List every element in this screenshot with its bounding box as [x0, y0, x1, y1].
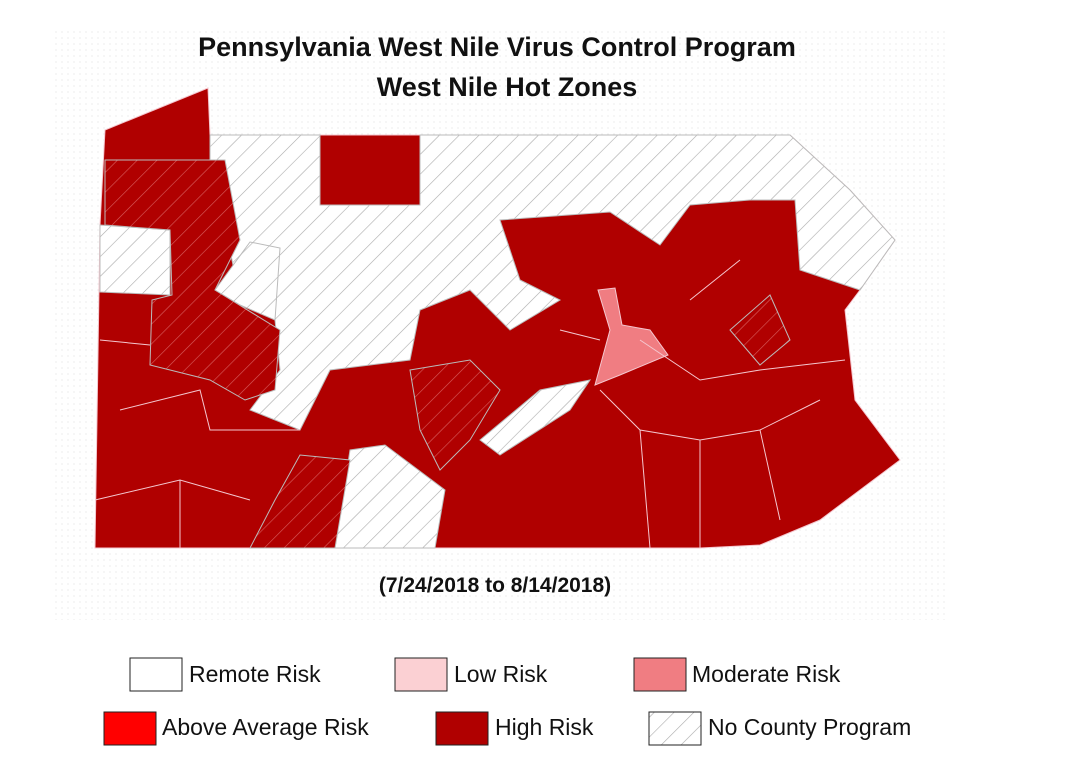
legend-label: Moderate Risk: [692, 661, 841, 687]
legend-label: No County Program: [708, 714, 911, 740]
central-no-program: [479, 379, 592, 456]
central-hatched-red: [409, 359, 501, 471]
legend-swatch: [435, 711, 489, 746]
moderate-risk-county: [594, 287, 669, 386]
legend-label: Low Risk: [454, 661, 548, 687]
legend-swatch: [103, 711, 157, 746]
title: Pennsylvania West Nile Virus Control Pro…: [198, 32, 796, 62]
ne-hatched-red: [729, 294, 791, 366]
legend-swatch: [394, 657, 448, 692]
county-borders: [94, 259, 846, 549]
legend-swatch: [633, 657, 687, 692]
north-no-program: [209, 134, 896, 431]
white-pocket: [214, 241, 281, 321]
subtitle: West Nile Hot Zones: [377, 72, 638, 102]
legend-swatch: [648, 711, 702, 746]
legend-label: Above Average Risk: [162, 714, 369, 740]
nw-no-program: [99, 224, 171, 296]
legend-label: Remote Risk: [189, 661, 321, 687]
legend-swatch: [129, 657, 183, 692]
date-range: (7/24/2018 to 8/14/2018): [379, 574, 611, 597]
legend: Remote Risk Low Risk Moderate Risk Above…: [103, 657, 911, 746]
sw-hatched-red: [249, 454, 351, 549]
nw-hatched-red: [104, 159, 281, 401]
map: [94, 87, 901, 549]
legend-label: High Risk: [495, 714, 594, 740]
